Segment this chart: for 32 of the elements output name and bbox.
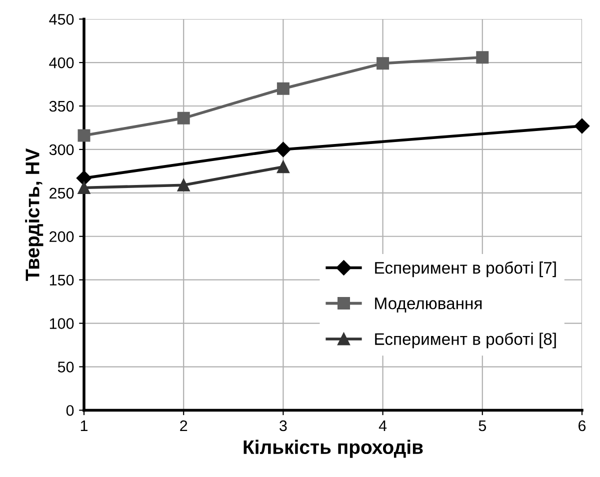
x-tick-label: 5 — [478, 420, 486, 432]
point — [177, 112, 190, 124]
point — [574, 118, 590, 134]
x-axis-title: Кількість проходів — [244, 440, 423, 458]
point — [78, 181, 90, 194]
point — [476, 51, 489, 64]
x-tick-label: 4 — [378, 420, 387, 432]
x-tick-label: 6 — [578, 420, 586, 432]
y-tick-label: 400 — [49, 57, 74, 68]
point — [276, 160, 290, 174]
y-axis-title: Твердість, HV — [25, 148, 44, 281]
point — [78, 129, 90, 142]
point — [276, 142, 291, 158]
y-tick-label: 350 — [49, 100, 74, 112]
y-tick-label: 300 — [49, 144, 74, 156]
x-tick-label: 2 — [180, 420, 188, 432]
y-tick-label: 0 — [66, 405, 74, 416]
y-tick-label: 50 — [58, 362, 74, 372]
y-tick-label: 250 — [50, 188, 74, 199]
y-tick-label: 200 — [50, 231, 74, 242]
y-tick-label: 100 — [50, 318, 74, 329]
point — [177, 178, 190, 192]
point — [76, 170, 92, 186]
legend-label: Есперимент в роботі [7] — [375, 261, 556, 278]
legend-label: Моделювання — [375, 298, 482, 312]
y-tick-label: 150 — [50, 274, 74, 286]
legend-label: Есперимент в роботі [8] — [375, 332, 556, 348]
x-tick-label: 1 — [80, 420, 88, 432]
point — [376, 57, 390, 70]
y-tick-label: 450 — [49, 14, 74, 25]
x-tick-label: 3 — [280, 420, 287, 432]
point — [276, 82, 290, 95]
